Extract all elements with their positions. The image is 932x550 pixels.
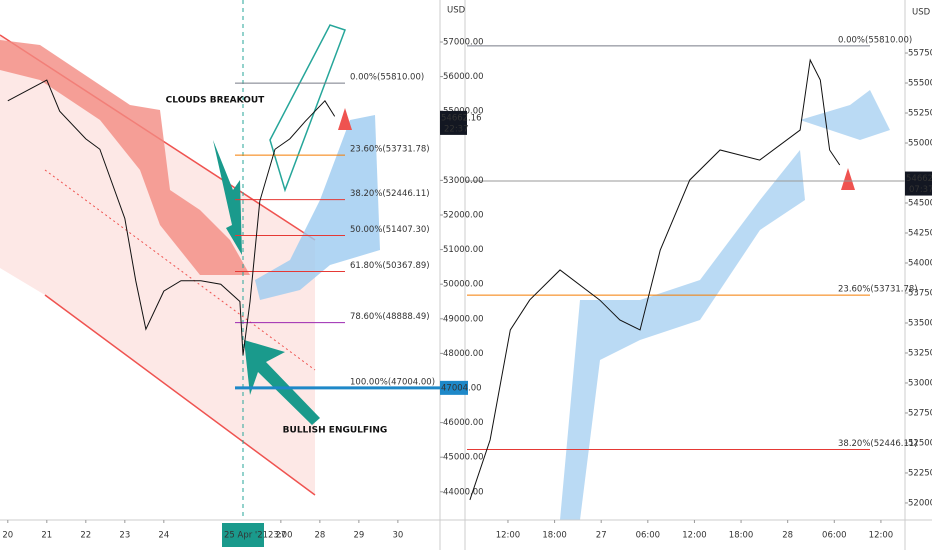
currency: USD (447, 6, 466, 16)
y-tick-label: 53000.00 (908, 378, 932, 388)
alert-icon (338, 108, 352, 130)
y-tick-label: 49000.00 (443, 314, 484, 324)
arrow (213, 140, 242, 255)
crosshair-time: 23:00 (268, 531, 293, 541)
y-tick-label: 55000.00 (908, 139, 932, 149)
x-tick-label: 28 (314, 531, 325, 541)
x-tick-label: 22 (80, 531, 91, 541)
y-tick-label: 54500.00 (908, 199, 932, 209)
last-price: 54662.16 (906, 174, 932, 184)
y-tick-label: 57000.00 (443, 38, 484, 48)
y-tick-label: 52750.00 (908, 408, 932, 418)
x-tick-label: 12:00 (496, 531, 521, 541)
crosshair-box (222, 523, 264, 547)
price-line (7, 79, 336, 356)
y-tick-label: 53750.00 (908, 288, 932, 298)
fib-label: 0.00%(55810.00) (838, 35, 912, 45)
x-tick-label: 29 (353, 531, 364, 541)
y-tick-label: 54250.00 (908, 229, 932, 239)
last-price-box (905, 171, 932, 196)
cloud-blue (800, 90, 890, 140)
fib-label: 38.20%(52446.11) (838, 439, 918, 449)
x-tick-label: 23 (119, 531, 130, 541)
y-tick-label: 44000.00 (443, 487, 484, 497)
price-box-label: 47004.00 (441, 383, 482, 393)
price-line (469, 58, 841, 501)
last-time: 07:37 (909, 185, 932, 195)
x-tick-label: 27 (275, 531, 286, 541)
y-tick-label: 52250.00 (908, 468, 932, 478)
fib-label: 0.00%(55810.00) (350, 73, 424, 83)
y-tick-label: 52500.00 (908, 438, 932, 448)
annotation: BULLISH ENGULFING (283, 426, 388, 436)
y-tick-label: 56000.00 (443, 72, 484, 82)
y-tick-label: 55750.00 (908, 49, 932, 59)
x-tick-label: 27 (596, 531, 607, 541)
x-tick-label: 20 (2, 531, 13, 541)
fib-label: 61.80%(50367.89) (350, 261, 430, 271)
y-tick-label: 55500.00 (908, 79, 932, 89)
wedge (269, 24, 346, 193)
alert-icon (841, 168, 855, 190)
fib-label: 100.00%(47004.00) (350, 377, 435, 387)
x-tick-label: 18:00 (542, 531, 567, 541)
y-tick-label: 52000.00 (908, 498, 932, 508)
fib-label: 50.00%(51407.30) (350, 225, 430, 235)
x-tick-label: 21 (41, 531, 52, 541)
channel-fill (0, 35, 315, 495)
channel-mid (44, 169, 316, 371)
cloud-blue (560, 150, 805, 520)
cloud-blue (255, 115, 380, 300)
last-price: 54662.16 (441, 113, 482, 123)
y-tick-label: 53500.00 (908, 318, 932, 328)
crosshair-date: 25 Apr '21 (224, 531, 268, 541)
x-tick-label: 12:00 (869, 531, 894, 541)
fib-label: 23.60%(53731.78) (838, 285, 918, 295)
y-tick-label: 50000.00 (443, 280, 484, 290)
cloud-red (0, 40, 250, 275)
y-tick-label: 53250.00 (908, 348, 932, 358)
fib-label: 23.60%(53731.78) (350, 145, 430, 155)
y-tick-label: 51000.00 (443, 245, 484, 255)
x-tick-label: 06:00 (822, 531, 847, 541)
last-time: 22:37 (444, 124, 469, 134)
x-tick-label: 18:00 (729, 531, 754, 541)
y-tick-label: 45000.00 (443, 453, 484, 463)
fib-label: 38.20%(52446.11) (350, 189, 430, 199)
y-tick-label: 53000.00 (443, 176, 484, 186)
price-box (440, 380, 468, 395)
x-tick-label: 12:00 (682, 531, 707, 541)
x-tick-label: 24 (158, 531, 169, 541)
x-tick-label: 28 (782, 531, 793, 541)
x-tick-label: 30 (392, 531, 403, 541)
currency: USD (912, 8, 931, 18)
y-tick-label: 52000.00 (443, 211, 484, 221)
fib-label: 78.60%(48888.49) (350, 312, 430, 322)
annotation: CLOUDS BREAKOUT (166, 96, 265, 106)
channel-line (44, 294, 316, 496)
y-tick-label: 46000.00 (443, 418, 484, 428)
y-tick-label: 48000.00 (443, 349, 484, 359)
y-tick-label: 54000.00 (908, 258, 932, 268)
last-price-box (440, 110, 467, 135)
arrow (244, 340, 320, 425)
x-tick-label: 06:00 (636, 531, 661, 541)
